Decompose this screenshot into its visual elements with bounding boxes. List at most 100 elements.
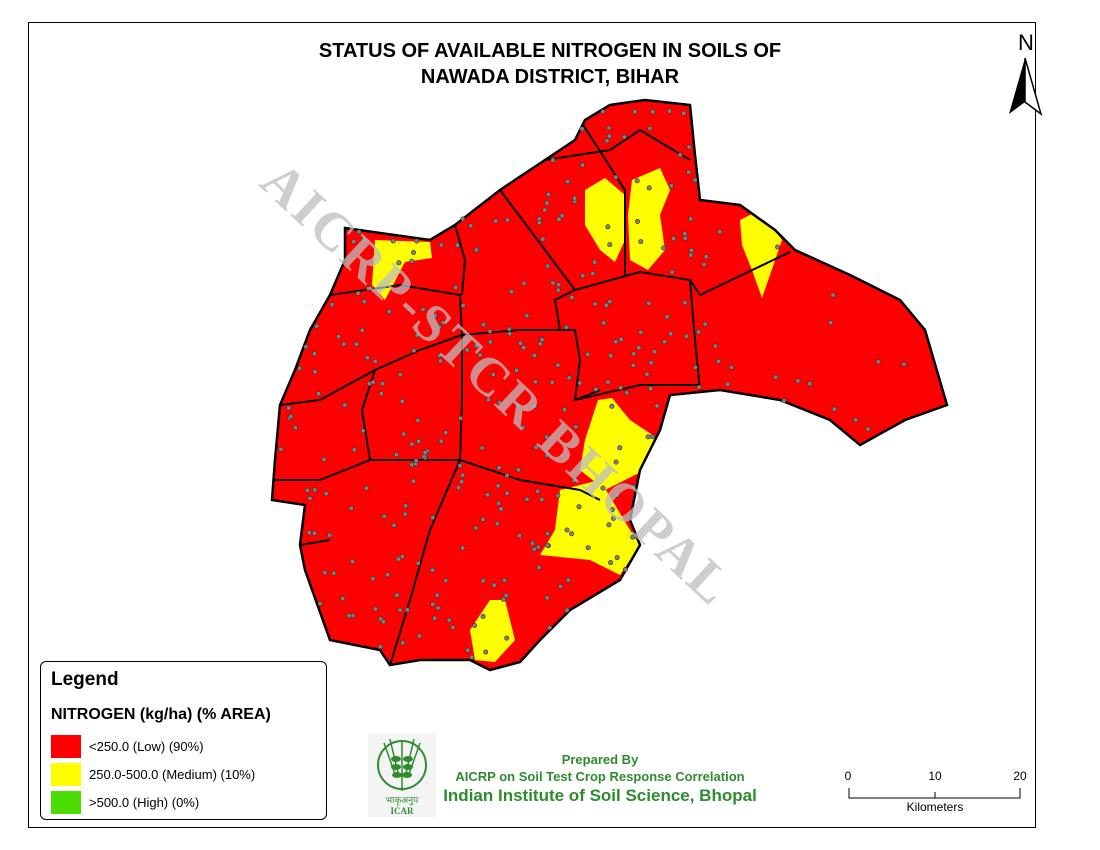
sample-point: [630, 484, 636, 490]
sample-point: [646, 300, 652, 306]
scale-tick-20: 20: [1013, 769, 1027, 783]
sample-point: [828, 320, 834, 326]
sample-point: [634, 178, 640, 184]
sample-point: [365, 285, 371, 291]
sample-point: [592, 259, 598, 265]
sample-point: [664, 314, 670, 320]
sample-point: [480, 578, 486, 584]
sample-point: [573, 424, 579, 430]
sample-point: [430, 601, 436, 607]
sample-point: [415, 560, 421, 566]
block-boundary-line: [459, 335, 463, 461]
sample-point: [477, 352, 483, 358]
sample-point: [353, 341, 359, 347]
sample-point: [457, 463, 463, 469]
sample-point: [473, 247, 479, 253]
sample-point: [331, 570, 337, 576]
sample-point: [683, 333, 689, 339]
sample-point: [480, 613, 486, 619]
sample-point: [460, 216, 466, 222]
sample-point: [585, 351, 591, 357]
sample-point: [579, 126, 585, 132]
sample-point: [775, 244, 781, 250]
sample-point: [503, 592, 509, 598]
sample-point: [401, 431, 407, 437]
sample-point: [487, 328, 493, 334]
sample-point: [422, 450, 428, 456]
sample-point: [438, 358, 444, 364]
sample-point: [725, 381, 731, 387]
sample-point: [292, 425, 298, 431]
sample-point: [372, 606, 378, 612]
legend-subtitle: NITROGEN (kg/ha) (% AREA): [51, 706, 271, 723]
sample-point: [391, 522, 397, 528]
sample-point: [807, 381, 813, 387]
sample-point: [479, 445, 485, 451]
sample-point: [666, 108, 672, 114]
credits-prepared-by: Prepared By: [561, 752, 639, 767]
sample-point: [524, 313, 530, 319]
sample-point: [668, 183, 674, 189]
sample-point: [571, 477, 577, 483]
sample-point: [634, 219, 640, 225]
sample-point: [355, 290, 361, 296]
legend-swatch-high: [51, 790, 81, 814]
scale-bar: 0 10 20 Kilometers: [845, 769, 1027, 814]
sample-point: [544, 531, 550, 537]
sample-point: [609, 507, 615, 513]
sample-point: [624, 390, 630, 396]
block-boundaries: [272, 119, 791, 666]
logo-hindi-text: भाकृअनुप: [386, 795, 419, 806]
sample-point: [692, 177, 698, 183]
legend-swatch-medium: [51, 762, 81, 786]
sample-point: [569, 294, 575, 300]
sample-point: [415, 417, 421, 423]
sample-point: [651, 349, 657, 355]
sample-point: [668, 331, 674, 337]
sample-point: [297, 365, 303, 371]
sample-point: [370, 379, 376, 385]
sample-point: [632, 109, 638, 115]
sample-point: [311, 351, 317, 357]
sample-point: [547, 624, 553, 630]
sample-point: [688, 247, 694, 253]
sample-point: [437, 353, 443, 359]
block-boundary-line: [272, 459, 371, 481]
sample-point: [563, 324, 569, 330]
sample-point: [688, 252, 694, 258]
sample-point: [370, 576, 376, 582]
legend-label-high: >500.0 (High) (0%): [89, 794, 200, 810]
sample-point: [559, 213, 565, 219]
sample-point: [351, 447, 357, 453]
legend-item-medium: 250.0-500.0 (Medium) (10%): [51, 762, 255, 786]
title-line-2: NAWADA DISTRICT, BIHAR: [420, 66, 680, 88]
map-frame: [28, 22, 1036, 828]
sample-point: [286, 405, 292, 411]
sample-point: [692, 364, 698, 370]
sample-point: [316, 391, 322, 397]
sample-point: [661, 339, 667, 345]
sample-point: [535, 488, 541, 494]
block-boundary-line: [574, 270, 701, 296]
sample-point: [648, 386, 654, 392]
sample-point: [648, 360, 654, 366]
credits-institute: Indian Institute of Soil Science, Bhopal: [443, 786, 757, 805]
sample-point: [647, 126, 653, 132]
sample-point: [646, 185, 652, 191]
sample-point: [853, 417, 859, 423]
sample-point: [494, 521, 500, 527]
sample-point: [681, 110, 687, 116]
sample-point: [609, 403, 615, 409]
sample-point: [603, 302, 609, 308]
sample-point: [631, 351, 637, 357]
sample-point: [682, 231, 688, 237]
sample-point: [613, 174, 619, 180]
sample-point: [473, 525, 479, 531]
block-boundary-line: [389, 459, 461, 666]
sample-point: [450, 624, 456, 630]
sample-point: [630, 534, 636, 540]
sample-point: [592, 301, 598, 307]
sample-point: [545, 192, 551, 198]
sample-point: [336, 334, 342, 340]
